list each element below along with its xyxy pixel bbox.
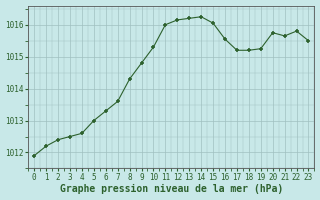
- X-axis label: Graphe pression niveau de la mer (hPa): Graphe pression niveau de la mer (hPa): [60, 184, 283, 194]
